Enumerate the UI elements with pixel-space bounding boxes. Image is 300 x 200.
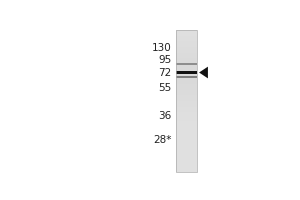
Bar (176, 81, 197, 84)
Bar (176, 70, 197, 73)
Bar (176, 30, 197, 172)
Bar (176, 163, 197, 166)
Bar (176, 75, 197, 78)
Bar (176, 169, 197, 172)
Text: 55: 55 (158, 83, 171, 93)
Bar (176, 78, 197, 81)
Bar (176, 129, 197, 132)
Bar (176, 127, 197, 129)
Bar (176, 135, 197, 138)
Bar (176, 53, 197, 56)
Bar (176, 141, 197, 144)
Bar (176, 104, 197, 107)
Text: 28*: 28* (153, 135, 171, 145)
Bar (176, 30, 197, 33)
Bar (176, 73, 197, 75)
Bar (176, 101, 197, 104)
Bar (176, 110, 197, 112)
Bar (176, 90, 197, 92)
Bar (176, 87, 197, 90)
Text: 95: 95 (158, 55, 171, 65)
Bar (176, 155, 197, 158)
Bar (176, 124, 197, 127)
Bar (176, 64, 197, 67)
Bar (176, 118, 197, 121)
Bar (176, 146, 197, 149)
Bar (176, 107, 197, 110)
Text: 72: 72 (158, 68, 171, 78)
Bar (176, 61, 197, 64)
Bar (176, 144, 197, 146)
Bar (176, 161, 197, 163)
Bar (176, 47, 197, 50)
Bar (176, 50, 197, 53)
Bar (176, 39, 197, 41)
Bar (176, 138, 197, 141)
Bar (176, 158, 197, 161)
Bar (176, 149, 197, 152)
Bar (176, 84, 197, 87)
Bar (176, 33, 197, 36)
Bar (176, 152, 197, 155)
Bar (176, 121, 197, 124)
Bar (176, 56, 197, 58)
Bar (176, 67, 197, 70)
Bar (176, 58, 197, 61)
Bar (176, 92, 197, 95)
Bar (176, 166, 197, 169)
Bar (176, 41, 197, 44)
Bar (176, 76, 197, 78)
Text: 36: 36 (158, 111, 171, 121)
Bar (176, 95, 197, 98)
Bar (176, 98, 197, 101)
Bar (176, 36, 197, 39)
Text: 130: 130 (152, 43, 171, 53)
Bar (176, 71, 197, 74)
Bar (176, 112, 197, 115)
Bar (176, 132, 197, 135)
Bar (176, 115, 197, 118)
Bar (176, 44, 197, 47)
Bar (176, 63, 197, 65)
Polygon shape (199, 67, 208, 78)
